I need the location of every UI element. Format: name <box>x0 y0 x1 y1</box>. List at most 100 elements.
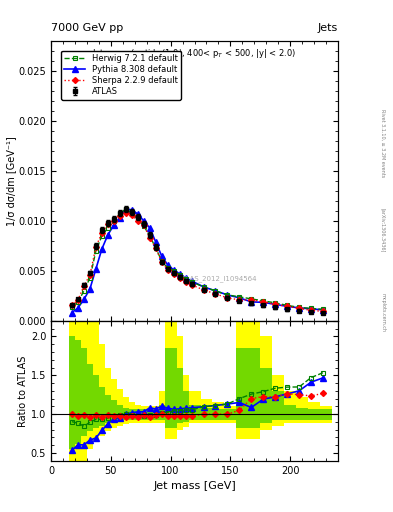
Herwig 7.2.1 default <box>213 288 218 294</box>
Herwig 7.2.1 default <box>285 302 290 308</box>
Sherpa 2.2.9 default <box>183 279 188 285</box>
Sherpa 2.2.9 default <box>136 218 140 224</box>
Herwig 7.2.1 default <box>309 305 314 311</box>
Sherpa 2.2.9 default <box>75 297 80 303</box>
Herwig 7.2.1 default <box>297 304 301 310</box>
Pythia 8.308 default <box>99 246 104 252</box>
Sherpa 2.2.9 default <box>171 271 176 277</box>
Herwig 7.2.1 default <box>112 218 116 224</box>
Sherpa 2.2.9 default <box>165 267 170 273</box>
Sherpa 2.2.9 default <box>94 244 98 250</box>
Sherpa 2.2.9 default <box>225 295 230 301</box>
Herwig 7.2.1 default <box>147 233 152 239</box>
Herwig 7.2.1 default <box>129 210 134 216</box>
Herwig 7.2.1 default <box>321 306 325 312</box>
Pythia 8.308 default <box>261 300 266 306</box>
Pythia 8.308 default <box>118 215 122 221</box>
Pythia 8.308 default <box>141 218 146 224</box>
Pythia 8.308 default <box>297 305 301 311</box>
Sherpa 2.2.9 default <box>321 308 325 314</box>
Sherpa 2.2.9 default <box>273 301 277 307</box>
Line: Sherpa 2.2.9 default: Sherpa 2.2.9 default <box>70 211 325 313</box>
Line: Pythia 8.308 default: Pythia 8.308 default <box>69 206 326 315</box>
Pythia 8.308 default <box>136 211 140 217</box>
Pythia 8.308 default <box>75 305 80 311</box>
Herwig 7.2.1 default <box>75 299 80 305</box>
Text: [arXiv:1306.3436]: [arXiv:1306.3436] <box>381 208 386 252</box>
Pythia 8.308 default <box>189 278 194 284</box>
Sherpa 2.2.9 default <box>82 283 86 289</box>
Herwig 7.2.1 default <box>183 276 188 282</box>
Pythia 8.308 default <box>70 309 74 315</box>
Herwig 7.2.1 default <box>118 211 122 217</box>
Pythia 8.308 default <box>249 299 253 305</box>
Herwig 7.2.1 default <box>249 296 253 302</box>
Sherpa 2.2.9 default <box>123 210 128 216</box>
Text: Jets: Jets <box>318 23 338 33</box>
Sherpa 2.2.9 default <box>159 259 164 265</box>
Herwig 7.2.1 default <box>177 272 182 278</box>
Pythia 8.308 default <box>129 207 134 213</box>
Sherpa 2.2.9 default <box>261 299 266 305</box>
Herwig 7.2.1 default <box>237 294 242 300</box>
Pythia 8.308 default <box>165 262 170 268</box>
Herwig 7.2.1 default <box>123 206 128 212</box>
Herwig 7.2.1 default <box>105 225 110 231</box>
Herwig 7.2.1 default <box>273 300 277 306</box>
Sherpa 2.2.9 default <box>88 272 92 278</box>
Pythia 8.308 default <box>147 225 152 231</box>
Herwig 7.2.1 default <box>94 248 98 254</box>
Text: ATLAS_2012_I1094564: ATLAS_2012_I1094564 <box>178 275 257 282</box>
Pythia 8.308 default <box>112 222 116 228</box>
Sherpa 2.2.9 default <box>112 218 116 224</box>
Herwig 7.2.1 default <box>99 233 104 239</box>
Sherpa 2.2.9 default <box>213 291 218 297</box>
Sherpa 2.2.9 default <box>141 222 146 228</box>
Herwig 7.2.1 default <box>153 245 158 251</box>
Pythia 8.308 default <box>123 206 128 212</box>
Sherpa 2.2.9 default <box>177 275 182 281</box>
Pythia 8.308 default <box>183 275 188 281</box>
Pythia 8.308 default <box>213 288 218 294</box>
Pythia 8.308 default <box>177 271 182 277</box>
X-axis label: Jet mass [GeV]: Jet mass [GeV] <box>153 481 236 491</box>
Pythia 8.308 default <box>159 253 164 259</box>
Sherpa 2.2.9 default <box>153 245 158 251</box>
Herwig 7.2.1 default <box>189 279 194 285</box>
Sherpa 2.2.9 default <box>70 302 74 308</box>
Text: mcplots.cern.ch: mcplots.cern.ch <box>381 293 386 332</box>
Y-axis label: 1/σ dσ/dm [GeV⁻¹]: 1/σ dσ/dm [GeV⁻¹] <box>6 136 16 226</box>
Sherpa 2.2.9 default <box>189 282 194 288</box>
Herwig 7.2.1 default <box>201 284 206 290</box>
Herwig 7.2.1 default <box>165 265 170 271</box>
Legend: Herwig 7.2.1 default, Pythia 8.308 default, Sherpa 2.2.9 default, ATLAS: Herwig 7.2.1 default, Pythia 8.308 defau… <box>61 51 181 100</box>
Pythia 8.308 default <box>321 307 325 313</box>
Sherpa 2.2.9 default <box>129 212 134 218</box>
Herwig 7.2.1 default <box>136 216 140 222</box>
Text: 7000 GeV pp: 7000 GeV pp <box>51 23 123 33</box>
Herwig 7.2.1 default <box>171 268 176 274</box>
Pythia 8.308 default <box>285 303 290 309</box>
Herwig 7.2.1 default <box>225 292 230 298</box>
Pythia 8.308 default <box>309 306 314 312</box>
Line: Herwig 7.2.1 default: Herwig 7.2.1 default <box>70 206 325 312</box>
Sherpa 2.2.9 default <box>297 305 301 311</box>
Text: Rivet 3.1.10, ≥ 3.2M events: Rivet 3.1.10, ≥ 3.2M events <box>381 109 386 178</box>
Sherpa 2.2.9 default <box>249 297 253 303</box>
Pythia 8.308 default <box>88 286 92 292</box>
Herwig 7.2.1 default <box>261 298 266 304</box>
Sherpa 2.2.9 default <box>309 307 314 313</box>
Pythia 8.308 default <box>225 292 230 298</box>
Sherpa 2.2.9 default <box>285 303 290 309</box>
Sherpa 2.2.9 default <box>99 230 104 236</box>
Sherpa 2.2.9 default <box>147 235 152 241</box>
Herwig 7.2.1 default <box>70 304 74 310</box>
Pythia 8.308 default <box>201 284 206 290</box>
Pythia 8.308 default <box>273 301 277 307</box>
Pythia 8.308 default <box>153 239 158 245</box>
Pythia 8.308 default <box>94 266 98 272</box>
Pythia 8.308 default <box>237 295 242 301</box>
Sherpa 2.2.9 default <box>201 287 206 293</box>
Herwig 7.2.1 default <box>141 223 146 229</box>
Herwig 7.2.1 default <box>159 258 164 264</box>
